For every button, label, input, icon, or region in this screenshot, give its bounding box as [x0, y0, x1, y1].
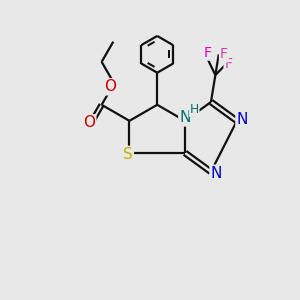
- Text: F: F: [220, 47, 228, 61]
- Text: F: F: [225, 56, 232, 70]
- Text: H: H: [190, 103, 199, 116]
- Text: N: N: [179, 110, 191, 125]
- Text: N: N: [211, 166, 222, 181]
- Text: O: O: [104, 79, 116, 94]
- Text: O: O: [83, 115, 95, 130]
- Text: S: S: [123, 147, 133, 162]
- Text: N: N: [236, 112, 248, 127]
- Text: F: F: [204, 46, 212, 60]
